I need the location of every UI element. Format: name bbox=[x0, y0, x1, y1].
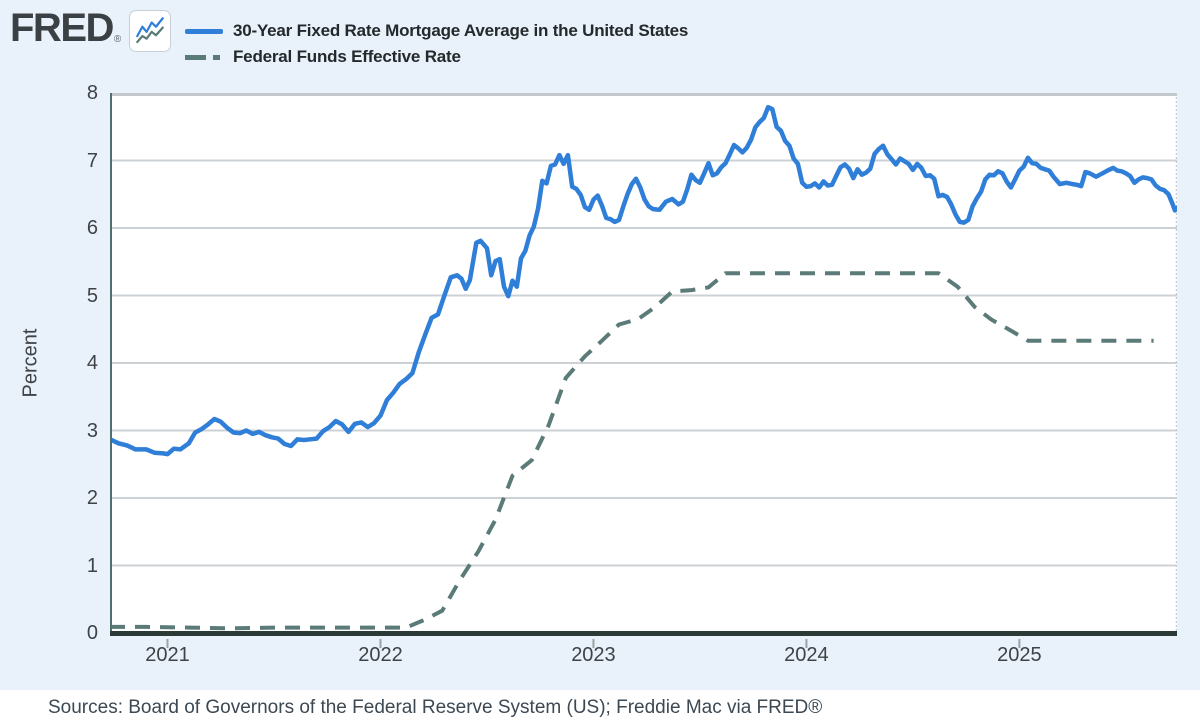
y-axis-tick-label: 5 bbox=[86, 284, 98, 307]
y-axis-tick-label: 2 bbox=[86, 487, 98, 509]
legend-item-fed-funds: Federal Funds Effective Rate bbox=[185, 44, 688, 70]
mortgage-rate-line bbox=[110, 104, 1177, 457]
fred-logo[interactable]: FRED ® bbox=[10, 6, 172, 52]
mortgage-line-swatch bbox=[185, 28, 223, 34]
chart-plot-area[interactable] bbox=[110, 93, 1177, 655]
legend-label-mortgage: 30-Year Fixed Rate Mortgage Average in t… bbox=[233, 21, 689, 40]
source-note: Sources: Board of Governors of the Feder… bbox=[48, 697, 823, 718]
y-axis-tick-label: 6 bbox=[86, 217, 98, 239]
fred-sparkline-icon bbox=[129, 10, 172, 52]
x-axis-tick-label: 2022 bbox=[358, 644, 403, 666]
legend-item-mortgage: 30-Year Fixed Rate Mortgage Average in t… bbox=[185, 18, 688, 44]
fred-logo-text: FRED bbox=[10, 6, 114, 50]
x-axis-tick-label: 2023 bbox=[571, 644, 616, 666]
y-axis-tick-label: 1 bbox=[86, 554, 98, 577]
x-axis-tick-label: 2024 bbox=[784, 644, 829, 666]
y-axis-tick-label: 4 bbox=[86, 352, 98, 374]
y-axis-title: Percent bbox=[19, 328, 42, 398]
legend-label-fed-funds: Federal Funds Effective Rate bbox=[233, 47, 461, 66]
y-axis-tick-label: 7 bbox=[86, 149, 98, 172]
chart-footer: Sources: Board of Governors of the Feder… bbox=[0, 690, 1200, 728]
x-axis-tick-label: 2025 bbox=[997, 644, 1042, 666]
x-axis-tick-label: 2021 bbox=[145, 644, 190, 666]
fed-funds-line bbox=[110, 271, 1154, 631]
y-axis-tick-label: 8 bbox=[86, 82, 98, 104]
fed-funds-line-swatch bbox=[185, 54, 223, 60]
registered-trademark-symbol: ® bbox=[113, 34, 122, 45]
y-axis-tick-label: 3 bbox=[86, 419, 98, 442]
chart-legend: 30-Year Fixed Rate Mortgage Average in t… bbox=[185, 18, 688, 70]
chart-canvas bbox=[110, 93, 1177, 648]
y-axis-tick-label: 0 bbox=[86, 622, 98, 644]
